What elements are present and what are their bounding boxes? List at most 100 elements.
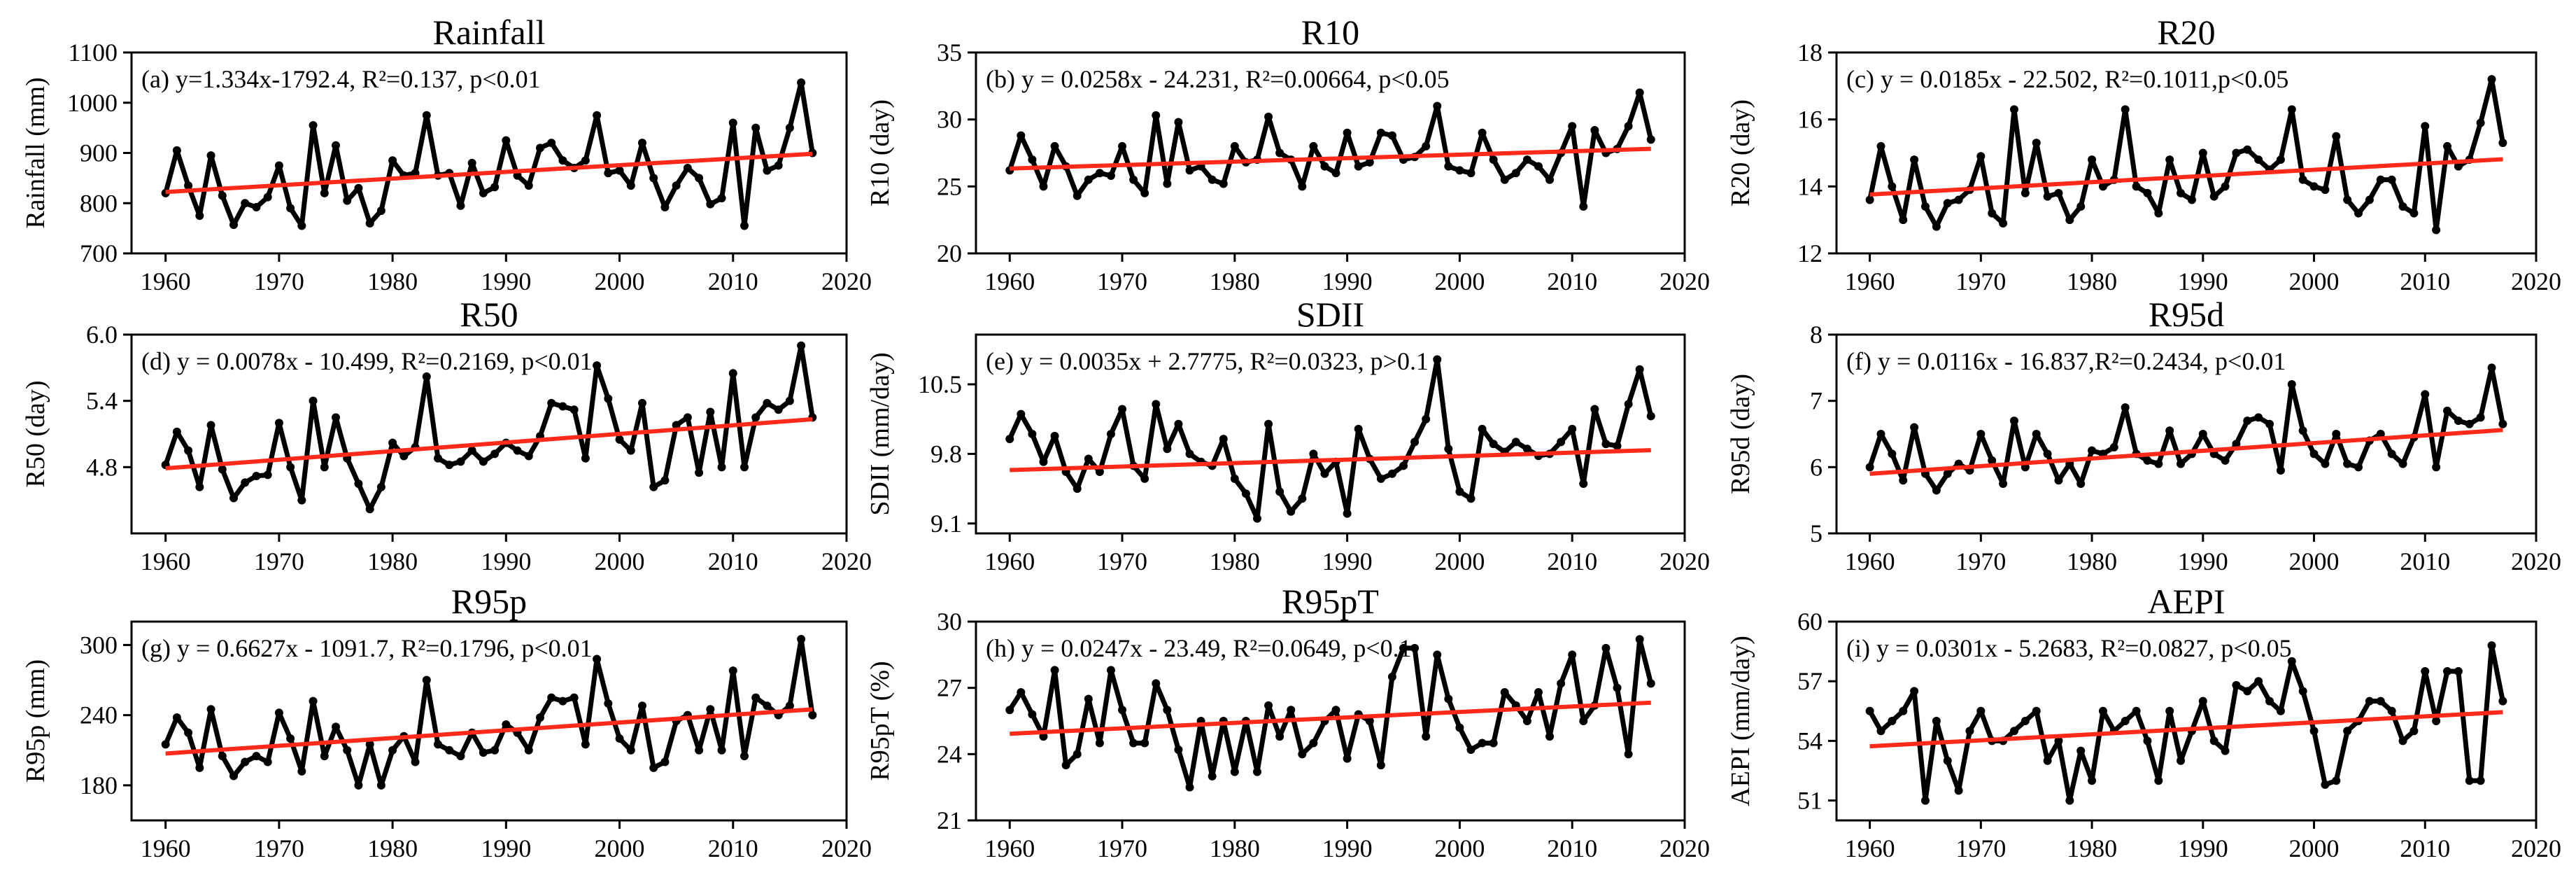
- x-tick-label-c: 1960: [1845, 267, 1895, 295]
- data-point-h: [1174, 746, 1183, 755]
- trend-line-b: [1010, 146, 1651, 171]
- panel-d: R50 R50 (day) 1960 1970 1980 1990 2000 2010 2020…: [21, 295, 872, 575]
- data-point-c: [2354, 209, 2363, 218]
- x-tick-label-h: 1960: [984, 834, 1035, 862]
- data-point-i: [2321, 780, 2330, 789]
- data-point-a: [626, 181, 635, 190]
- data-point-e: [1522, 444, 1531, 454]
- data-point-a: [297, 221, 306, 230]
- data-point-g: [558, 696, 567, 706]
- plot-frame-g: [130, 620, 848, 822]
- data-point-h: [1050, 666, 1059, 675]
- data-point-e: [1410, 438, 1420, 447]
- data-point-i: [2198, 696, 2207, 706]
- data-point-g: [502, 720, 511, 729]
- x-tick-label-b: 1970: [1097, 267, 1147, 295]
- data-point-h: [1376, 761, 1385, 770]
- y-tick-label-i: 51: [1797, 787, 1823, 815]
- data-point-a: [660, 202, 670, 211]
- data-point-d: [615, 435, 624, 444]
- data-point-e: [1387, 469, 1396, 478]
- data-point-b: [1500, 175, 1509, 184]
- data-point-h: [1129, 738, 1138, 748]
- panel-title-d: R50: [460, 295, 518, 334]
- data-point-c: [1943, 199, 1952, 208]
- y-tick-label-e: 10.5: [918, 370, 962, 398]
- data-point-f: [1999, 479, 2008, 488]
- x-tick-label-f: 1980: [2067, 547, 2117, 575]
- data-point-a: [581, 156, 590, 165]
- data-point-f: [2387, 449, 2396, 458]
- data-point-a: [649, 174, 658, 183]
- data-point-h: [1534, 687, 1543, 696]
- data-point-h: [1433, 650, 1442, 659]
- data-point-g: [479, 748, 488, 757]
- data-point-f: [1876, 430, 1885, 438]
- data-point-a: [797, 78, 806, 88]
- data-point-d: [558, 402, 567, 411]
- x-tick-label-g: 2010: [708, 834, 758, 862]
- x-tick-label-f: 2010: [2400, 547, 2450, 575]
- data-point-i: [2132, 706, 2141, 715]
- data-point-i: [2398, 736, 2407, 746]
- y-axis-label-g: R95p (mm): [21, 659, 50, 783]
- data-point-i: [2498, 696, 2507, 706]
- data-point-i: [2287, 657, 2296, 666]
- data-point-h: [1331, 706, 1340, 715]
- data-point-d: [774, 405, 783, 414]
- data-point-b: [1028, 155, 1037, 164]
- data-point-e: [1320, 469, 1329, 478]
- data-point-d: [218, 465, 227, 474]
- data-point-a: [490, 183, 500, 192]
- data-point-f: [2332, 430, 2341, 438]
- data-point-a: [354, 183, 363, 192]
- y-tick-label-c: 18: [1797, 38, 1823, 66]
- data-point-i: [1888, 717, 1897, 725]
- data-point-c: [1920, 202, 1930, 211]
- data-point-g: [626, 746, 635, 755]
- data-point-h: [1601, 643, 1611, 652]
- data-point-h: [1365, 717, 1374, 725]
- x-tick-label-f: 1990: [2178, 547, 2228, 575]
- data-point-e: [1309, 449, 1318, 458]
- data-point-c: [2187, 195, 2196, 204]
- data-point-e: [1613, 442, 1622, 451]
- data-point-c: [1954, 195, 1963, 204]
- x-tick-label-b: 2000: [1434, 267, 1485, 295]
- data-point-c: [2254, 155, 2263, 164]
- data-point-h: [1298, 750, 1307, 759]
- data-point-g: [763, 701, 772, 710]
- data-point-g: [490, 746, 500, 755]
- data-point-f: [2276, 466, 2285, 475]
- data-point-f: [2421, 390, 2430, 399]
- data-point-a: [195, 211, 204, 220]
- data-point-d: [399, 451, 409, 461]
- data-point-d: [797, 341, 806, 350]
- data-point-g: [320, 752, 329, 761]
- data-point-i: [2065, 796, 2074, 805]
- data-point-g: [422, 676, 431, 685]
- data-point-d: [626, 446, 635, 455]
- y-axis-label-d: R50 (day): [21, 380, 50, 487]
- data-point-h: [1522, 717, 1531, 725]
- panel-i: AEPI AEPI (mm/day) 1960 1970 1980 1990 2000 201…: [1726, 582, 2561, 862]
- data-point-f: [2432, 463, 2441, 472]
- panel-title-c: R20: [2157, 13, 2215, 52]
- data-point-g: [388, 746, 397, 755]
- data-point-c: [2332, 132, 2341, 141]
- data-point-f: [2109, 442, 2118, 451]
- data-point-d: [332, 413, 340, 422]
- data-point-c: [2009, 105, 2018, 114]
- data-point-e: [1444, 444, 1453, 454]
- data-point-d: [445, 461, 454, 470]
- series-line-d: [163, 343, 815, 512]
- y-tick-label-i: 60: [1797, 608, 1823, 636]
- y-tick-label-d: 5.4: [86, 387, 118, 415]
- x-tick-label-i: 1990: [2178, 834, 2228, 862]
- y-tick-label-i: 57: [1797, 667, 1823, 695]
- data-point-c: [2409, 209, 2419, 218]
- panel-f: R95d R95d (day) 1960 1970 1980 1990 2000 2010 20…: [1726, 295, 2561, 575]
- y-tick-label-a: 1100: [68, 38, 118, 66]
- data-point-i: [2443, 667, 2452, 676]
- data-point-c: [2476, 118, 2485, 127]
